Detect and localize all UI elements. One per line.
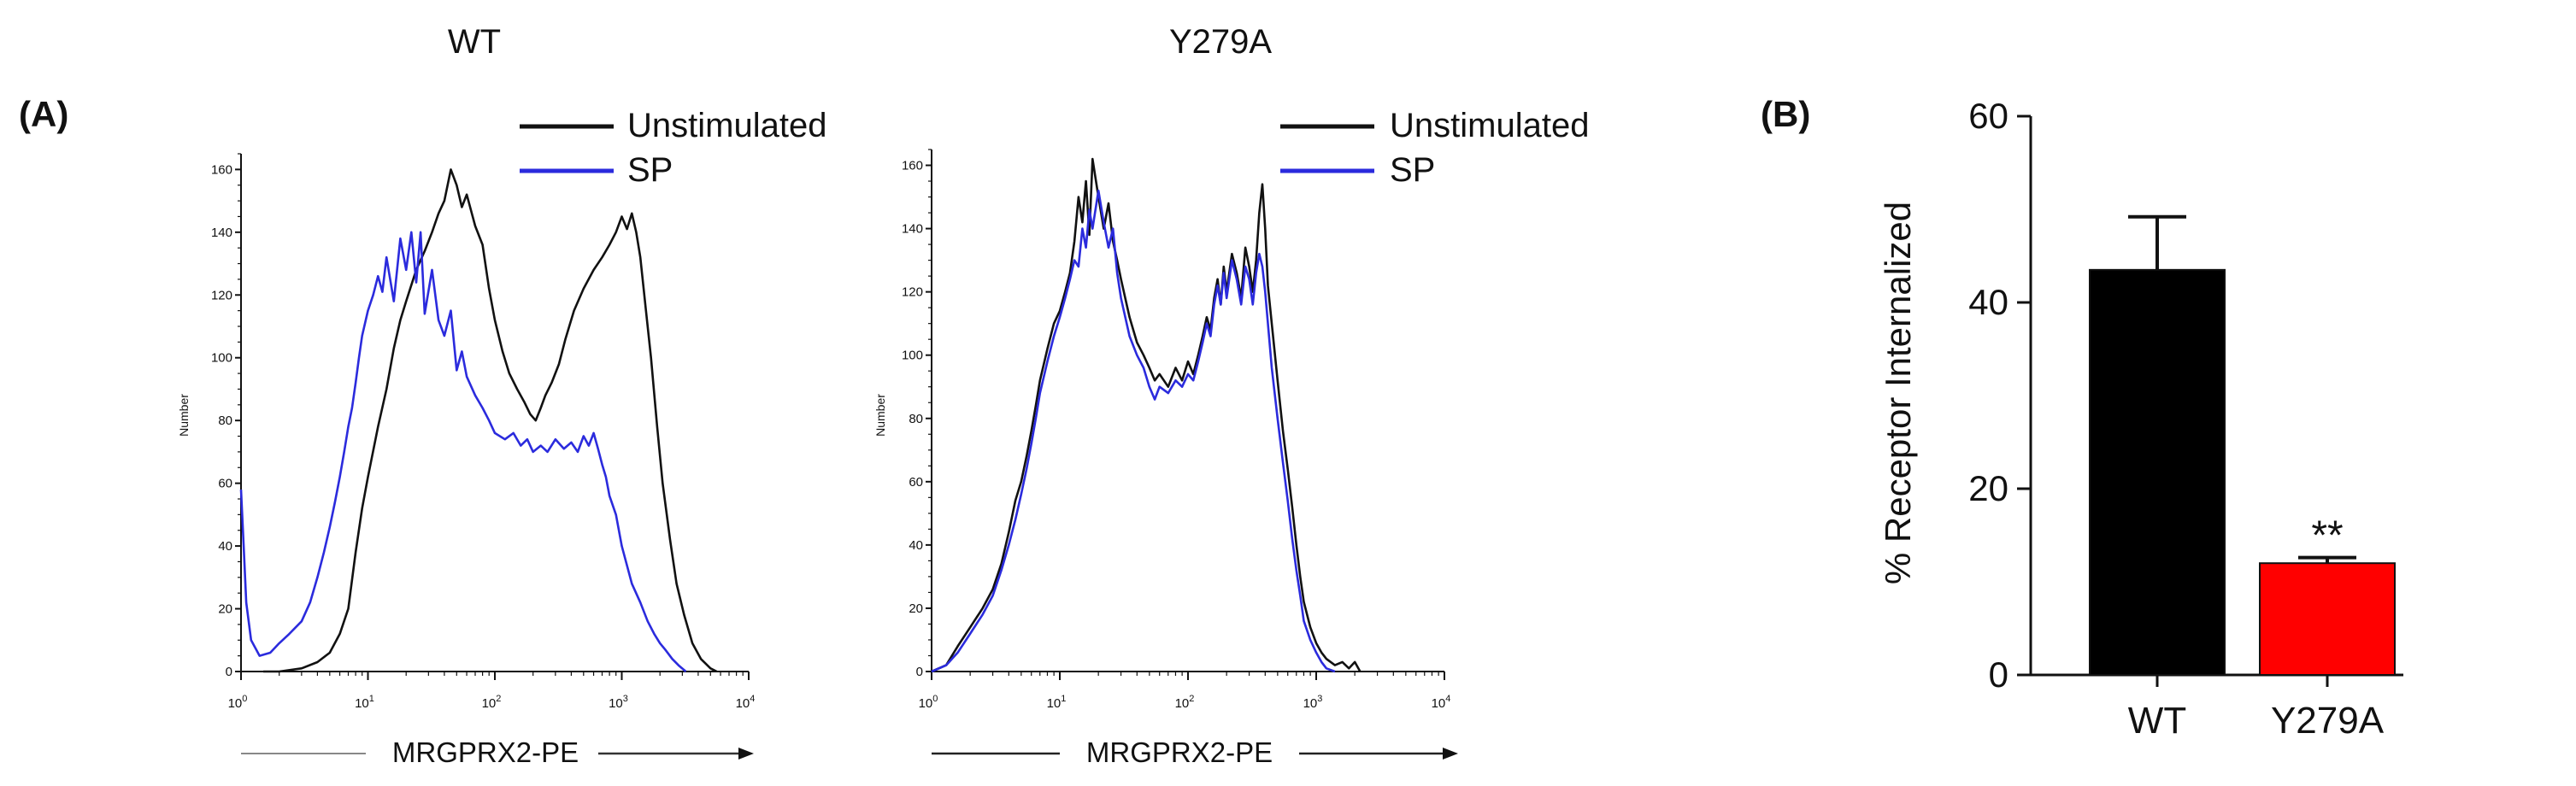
y-tick-label: 160 <box>902 159 923 173</box>
x-tick-label: 100 <box>919 694 938 711</box>
y-axis-label: Number <box>873 394 887 437</box>
series-line-unstimulated <box>263 168 718 673</box>
x-tick-label: 101 <box>1047 694 1067 711</box>
y-tick-label: 140 <box>902 222 923 237</box>
y-tick-label: 100 <box>211 351 232 366</box>
y-tick-label: 20 <box>218 602 232 617</box>
y-tick-label: 40 <box>909 538 923 553</box>
series-line-unstimulated <box>931 157 1362 673</box>
y-tick-label: 20 <box>1968 468 2008 508</box>
y-tick-label: 60 <box>218 477 232 491</box>
series-line-sp <box>931 189 1336 673</box>
y-tick-label: 60 <box>1968 96 2008 136</box>
legend-label-sp: SP <box>1390 151 1435 189</box>
bar-wt <box>2089 268 2226 676</box>
y-tick-label: 140 <box>211 226 232 240</box>
series-line-sp <box>239 231 687 672</box>
x-tick-label: 104 <box>1432 694 1451 711</box>
y-tick-label: 120 <box>211 288 232 302</box>
panel-b-label: (B) <box>1761 94 1810 134</box>
legend-label-unstimulated: Unstimulated <box>1390 107 1589 144</box>
histogram-title: Y279A <box>1169 23 1272 61</box>
histogram-y279a: Y279A Unstimulated SP Number MRGPRX2-PE … <box>873 23 1589 768</box>
x-axis-label: MRGPRX2-PE <box>1086 736 1273 768</box>
x-tick-label: 104 <box>736 694 756 711</box>
y-tick-label: 40 <box>218 539 232 554</box>
y-axis-label: Number <box>177 394 191 437</box>
y-tick-label: 0 <box>916 665 923 679</box>
x-tick-label: 102 <box>1175 694 1195 711</box>
x-tick-label: 102 <box>482 694 502 711</box>
y-tick-label: 20 <box>909 601 923 616</box>
y-tick-label: 160 <box>211 162 232 177</box>
y-tick-label: 0 <box>1989 654 2008 695</box>
legend-label-unstimulated: Unstimulated <box>627 107 826 144</box>
legend-label-sp: SP <box>627 151 673 189</box>
y-axis-label: % Receptor Internalized <box>1878 202 1918 584</box>
bar-y279a <box>2259 562 2396 677</box>
x-tick-label: 101 <box>355 694 374 711</box>
y-tick-label: 100 <box>902 349 923 363</box>
y-tick-label: 80 <box>218 414 232 428</box>
y-tick-label: 0 <box>226 665 232 679</box>
panel-a-label: (A) <box>19 94 68 134</box>
x-tick-label: 103 <box>1303 694 1323 711</box>
x-axis-arrowhead <box>1443 748 1458 760</box>
y-tick-label: 120 <box>902 285 923 300</box>
x-tick-label: 103 <box>609 694 628 711</box>
significance-annotation: ** <box>2311 513 2343 559</box>
x-tick-label: Y279A <box>2271 700 2385 742</box>
bar-chart-internalization: % Receptor Internalized 0 20 40 60 WT Y279A ** <box>1878 96 2403 742</box>
x-axis-arrowhead <box>738 748 754 760</box>
y-tick-label: 40 <box>1968 282 2008 322</box>
x-tick-label: WT <box>2128 700 2186 742</box>
x-tick-label: 100 <box>228 694 248 711</box>
histogram-title: WT <box>448 23 501 61</box>
histogram-wt: WT Unstimulated SP Number MRGPRX2-PE 0 20… <box>177 23 826 768</box>
y-tick-label: 80 <box>909 412 923 426</box>
x-axis-label: MRGPRX2-PE <box>392 736 579 768</box>
y-tick-label: 60 <box>909 475 923 490</box>
